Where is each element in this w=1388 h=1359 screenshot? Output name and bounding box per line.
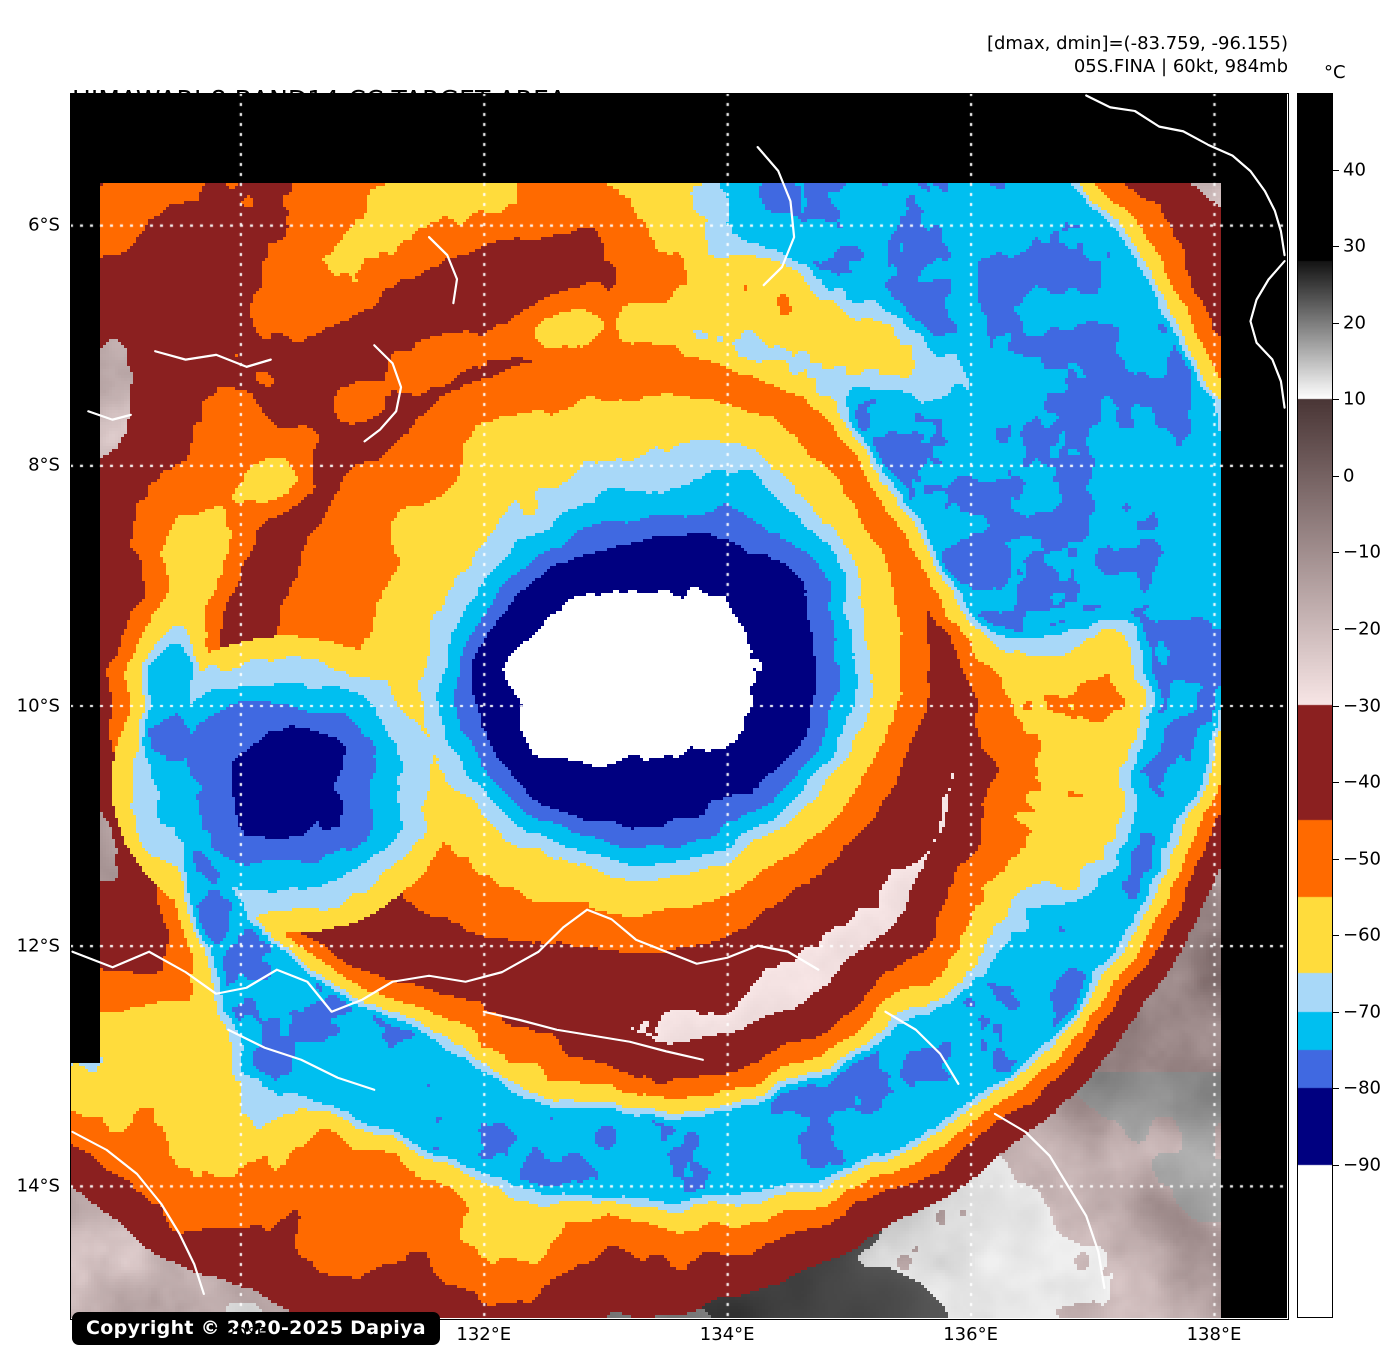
copyright-notice: Copyright © 2020-2025 Dapiya bbox=[72, 1312, 440, 1345]
colorbar-tickmark-3 bbox=[1333, 399, 1339, 401]
colorbar-tick-4: 0 bbox=[1343, 465, 1355, 487]
colorbar-tick-9: −50 bbox=[1343, 848, 1381, 870]
colorbar-tick-0: 40 bbox=[1343, 159, 1366, 181]
colorbar-tick-2: 20 bbox=[1343, 312, 1366, 334]
x-tick-1: 132°E bbox=[456, 1324, 512, 1345]
lat-lon-gridlines bbox=[70, 93, 1287, 1318]
x-tick-4: 138°E bbox=[1186, 1324, 1242, 1345]
header-right: [dmax, dmin]=(-83.759, -96.155) 05S.FINA… bbox=[987, 32, 1288, 78]
colorbar-tick-7: −30 bbox=[1343, 695, 1381, 716]
data-minmax-label: [dmax, dmin]=(-83.759, -96.155) bbox=[986, 33, 1288, 54]
colorbar-tickmark-10 bbox=[1333, 935, 1339, 937]
colorbar-tickmark-4 bbox=[1333, 475, 1339, 477]
x-tick-3: 136°E bbox=[943, 1324, 998, 1345]
colorbar-tick-8: −40 bbox=[1343, 771, 1381, 793]
colorbar-tickmark-11 bbox=[1333, 1011, 1339, 1013]
colorbar-tickmark-7 bbox=[1333, 705, 1339, 707]
colorbar-tickmark-9 bbox=[1333, 858, 1339, 860]
colorbar-tick-11: −70 bbox=[1343, 1001, 1381, 1023]
storm-info-label: 05S.FINA | 60kt, 984mb bbox=[1073, 56, 1288, 77]
colorbar-tickmark-12 bbox=[1333, 1088, 1339, 1090]
colorbar-tick-1: 30 bbox=[1343, 235, 1366, 257]
colorbar-tickmark-2 bbox=[1333, 322, 1339, 324]
colorbar-tick-12: −80 bbox=[1343, 1077, 1381, 1099]
x-tick-0: 130°E bbox=[213, 1324, 268, 1345]
colorbar-tick-5: −10 bbox=[1343, 541, 1381, 563]
y-tick-3: 12°S bbox=[16, 935, 60, 957]
colorbar-tickmark-1 bbox=[1333, 246, 1339, 248]
colorbar-tickmark-5 bbox=[1333, 552, 1339, 554]
satellite-image-plot bbox=[70, 93, 1287, 1318]
y-tick-4: 14°S bbox=[16, 1175, 60, 1197]
x-tick-2: 134°E bbox=[699, 1324, 755, 1345]
colorbar-tickmark-8 bbox=[1333, 782, 1339, 784]
colorbar bbox=[1297, 93, 1333, 1318]
colorbar-tick-3: 10 bbox=[1343, 388, 1366, 410]
colorbar-unit-label: °C bbox=[1324, 62, 1346, 83]
colorbar-tickmark-6 bbox=[1333, 628, 1339, 630]
y-tick-0: 6°S bbox=[28, 214, 60, 236]
y-tick-1: 8°S bbox=[28, 454, 60, 476]
colorbar-gradient bbox=[1297, 93, 1333, 1318]
colorbar-tickmark-0 bbox=[1333, 169, 1339, 171]
colorbar-tick-13: −90 bbox=[1343, 1154, 1381, 1176]
colorbar-tick-6: −20 bbox=[1343, 618, 1381, 640]
y-tick-2: 10°S bbox=[16, 695, 60, 716]
colorbar-tickmark-13 bbox=[1333, 1164, 1339, 1166]
colorbar-tick-10: −60 bbox=[1343, 924, 1381, 946]
